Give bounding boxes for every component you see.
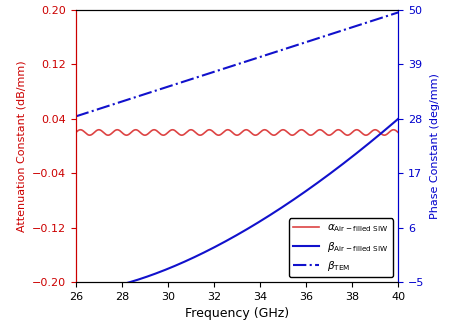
$\alpha_{\rm Air\!-\!filled\ SIW}$: [347, 132, 353, 136]
$\beta_{\rm Air\!-\!filled\ SIW}$: [365, 142, 371, 146]
Legend: $\alpha_{\mathregular{Air-filled\ SIW}}$, $\beta_{\mathregular{Air-filled\ SIW}}: $\alpha_{\mathregular{Air-filled\ SIW}}$…: [289, 218, 393, 277]
$\alpha_{\rm Air\!-\!filled\ SIW}$: [73, 130, 79, 134]
$\alpha_{\rm Air\!-\!filled\ SIW}$: [273, 133, 278, 137]
$\beta_{\rm TEM}$: [365, 20, 371, 24]
Line: $\beta_{\rm Air\!-\!filled\ SIW}$: $\beta_{\rm Air\!-\!filled\ SIW}$: [76, 119, 398, 292]
$\alpha_{\rm Air\!-\!filled\ SIW}$: [74, 129, 80, 133]
$\beta_{\rm Air\!-\!filled\ SIW}$: [264, 215, 270, 219]
$\alpha_{\rm Air\!-\!filled\ SIW}$: [367, 131, 373, 135]
$\beta_{\rm TEM}$: [345, 27, 350, 31]
$\beta_{\rm TEM}$: [395, 10, 401, 14]
$\beta_{\rm TEM}$: [74, 114, 80, 118]
$\beta_{\rm TEM}$: [265, 52, 271, 56]
$\beta_{\rm Air\!-\!filled\ SIW}$: [73, 290, 79, 294]
$\beta_{\rm TEM}$: [73, 115, 79, 119]
$\alpha_{\rm Air\!-\!filled\ SIW}$: [225, 128, 231, 132]
$\alpha_{\rm Air\!-\!filled\ SIW}$: [267, 131, 273, 135]
$\beta_{\rm TEM}$: [264, 53, 270, 57]
$\beta_{\rm TEM}$: [270, 51, 276, 55]
Y-axis label: Attenuation Constant (dB/mm): Attenuation Constant (dB/mm): [17, 60, 27, 232]
$\beta_{\rm Air\!-\!filled\ SIW}$: [270, 211, 276, 215]
$\alpha_{\rm Air\!-\!filled\ SIW}$: [124, 133, 129, 137]
$\beta_{\rm Air\!-\!filled\ SIW}$: [395, 117, 401, 121]
$\beta_{\rm Air\!-\!filled\ SIW}$: [345, 158, 350, 162]
$\beta_{\rm Air\!-\!filled\ SIW}$: [74, 290, 80, 294]
Line: $\alpha_{\rm Air\!-\!filled\ SIW}$: $\alpha_{\rm Air\!-\!filled\ SIW}$: [76, 130, 398, 135]
$\alpha_{\rm Air\!-\!filled\ SIW}$: [395, 130, 401, 134]
$\alpha_{\rm Air\!-\!filled\ SIW}$: [266, 130, 272, 134]
X-axis label: Frequency (GHz): Frequency (GHz): [185, 307, 289, 320]
Line: $\beta_{\rm TEM}$: $\beta_{\rm TEM}$: [76, 12, 398, 117]
Y-axis label: Phase Constant (deg/mm): Phase Constant (deg/mm): [430, 73, 440, 219]
$\beta_{\rm Air\!-\!filled\ SIW}$: [265, 214, 271, 218]
